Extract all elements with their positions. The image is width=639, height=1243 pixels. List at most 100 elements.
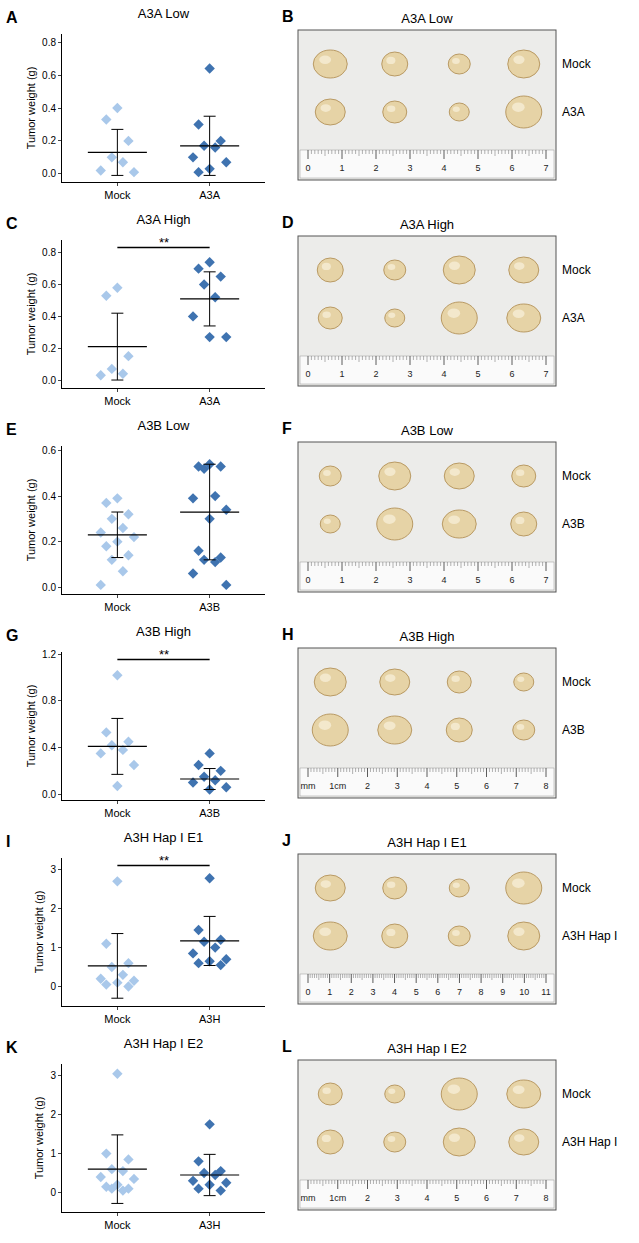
svg-text:11: 11 xyxy=(541,987,550,997)
svg-text:6: 6 xyxy=(509,163,514,173)
svg-text:A3A: A3A xyxy=(562,105,585,119)
svg-text:A3H Hap I E2: A3H Hap I E2 xyxy=(124,1036,204,1051)
svg-text:8: 8 xyxy=(543,1193,548,1203)
svg-text:1: 1 xyxy=(339,163,344,173)
svg-text:A3A: A3A xyxy=(562,311,585,325)
svg-text:A3A High: A3A High xyxy=(136,212,190,227)
svg-text:A3H: A3H xyxy=(199,1013,220,1025)
svg-text:A3B High: A3B High xyxy=(400,629,455,644)
svg-text:0.0: 0.0 xyxy=(42,789,56,800)
svg-text:A3A Low: A3A Low xyxy=(138,6,190,21)
svg-text:0.2: 0.2 xyxy=(42,343,56,354)
svg-text:2: 2 xyxy=(373,163,378,173)
svg-text:6: 6 xyxy=(484,1193,489,1203)
svg-text:mm: mm xyxy=(301,781,316,791)
svg-text:1: 1 xyxy=(50,1148,56,1159)
svg-text:mm: mm xyxy=(301,1193,316,1203)
svg-text:H: H xyxy=(282,626,294,643)
svg-text:9: 9 xyxy=(500,987,505,997)
svg-text:F: F xyxy=(282,420,292,437)
svg-text:4: 4 xyxy=(424,781,429,791)
svg-text:D: D xyxy=(282,214,294,231)
svg-text:A3H: A3H xyxy=(199,1219,220,1231)
svg-text:0.8: 0.8 xyxy=(42,247,56,258)
svg-text:Mock: Mock xyxy=(562,57,592,71)
svg-text:Mock: Mock xyxy=(562,469,592,483)
svg-text:7: 7 xyxy=(457,987,462,997)
svg-text:A3A: A3A xyxy=(199,189,220,201)
svg-text:1cm: 1cm xyxy=(329,1193,346,1203)
svg-text:Mock: Mock xyxy=(104,395,131,407)
svg-text:0.4: 0.4 xyxy=(42,491,56,502)
svg-text:0: 0 xyxy=(305,369,310,379)
svg-text:A3H Hap I: A3H Hap I xyxy=(562,929,617,943)
svg-text:**: ** xyxy=(159,853,169,868)
svg-text:Tumor weight (g): Tumor weight (g) xyxy=(25,685,37,768)
svg-text:6: 6 xyxy=(509,369,514,379)
svg-text:A3B Low: A3B Low xyxy=(401,423,454,438)
svg-text:2: 2 xyxy=(373,575,378,585)
svg-text:Mock: Mock xyxy=(562,881,592,895)
svg-text:Mock: Mock xyxy=(104,1013,131,1025)
svg-text:Tumor weight (g): Tumor weight (g) xyxy=(33,891,45,974)
svg-text:C: C xyxy=(6,215,18,232)
svg-text:3: 3 xyxy=(50,864,56,875)
svg-text:A3B: A3B xyxy=(199,601,220,613)
svg-text:A3B Low: A3B Low xyxy=(137,418,190,433)
svg-text:A3H Hap I E1: A3H Hap I E1 xyxy=(387,835,467,850)
svg-text:Mock: Mock xyxy=(562,263,592,277)
svg-text:G: G xyxy=(6,627,18,644)
svg-text:1cm: 1cm xyxy=(329,781,346,791)
svg-text:8: 8 xyxy=(543,781,548,791)
svg-text:Mock: Mock xyxy=(104,189,131,201)
svg-text:7: 7 xyxy=(514,1193,519,1203)
svg-text:7: 7 xyxy=(543,163,548,173)
svg-text:7: 7 xyxy=(543,369,548,379)
svg-text:A: A xyxy=(6,9,18,26)
svg-text:4: 4 xyxy=(392,987,397,997)
svg-text:3: 3 xyxy=(407,575,412,585)
svg-text:Mock: Mock xyxy=(562,675,592,689)
svg-text:4: 4 xyxy=(441,575,446,585)
svg-text:A3A: A3A xyxy=(199,395,220,407)
svg-text:2: 2 xyxy=(365,781,370,791)
svg-text:1: 1 xyxy=(339,369,344,379)
svg-text:3: 3 xyxy=(395,781,400,791)
svg-text:2: 2 xyxy=(349,987,354,997)
svg-text:7: 7 xyxy=(514,781,519,791)
svg-text:5: 5 xyxy=(414,987,419,997)
svg-text:A3H Hap I: A3H Hap I xyxy=(562,1135,617,1149)
svg-text:4: 4 xyxy=(441,369,446,379)
svg-text:Tumor weight (g): Tumor weight (g) xyxy=(25,479,37,562)
svg-text:E: E xyxy=(6,421,17,438)
svg-text:6: 6 xyxy=(484,781,489,791)
svg-text:5: 5 xyxy=(454,1193,459,1203)
svg-text:3: 3 xyxy=(370,987,375,997)
svg-text:1.2: 1.2 xyxy=(42,649,56,660)
svg-text:I: I xyxy=(6,833,10,850)
svg-text:0.2: 0.2 xyxy=(42,135,56,146)
svg-text:10: 10 xyxy=(519,987,529,997)
svg-text:3: 3 xyxy=(50,1070,56,1081)
svg-text:4: 4 xyxy=(424,1193,429,1203)
svg-text:L: L xyxy=(282,1038,292,1055)
svg-text:0.0: 0.0 xyxy=(42,375,56,386)
svg-text:**: ** xyxy=(159,235,169,250)
svg-text:0.0: 0.0 xyxy=(42,168,56,179)
svg-text:1: 1 xyxy=(50,942,56,953)
svg-text:Mock: Mock xyxy=(104,601,131,613)
svg-text:5: 5 xyxy=(475,163,480,173)
svg-text:0.6: 0.6 xyxy=(42,445,56,456)
svg-text:J: J xyxy=(282,832,291,849)
svg-text:0.8: 0.8 xyxy=(42,695,56,706)
svg-text:0: 0 xyxy=(305,575,310,585)
svg-text:0: 0 xyxy=(50,1187,56,1198)
svg-text:0.8: 0.8 xyxy=(42,37,56,48)
svg-text:3: 3 xyxy=(407,369,412,379)
svg-text:A3B: A3B xyxy=(199,807,220,819)
svg-text:A3H Hap I E2: A3H Hap I E2 xyxy=(387,1041,467,1056)
svg-text:0.4: 0.4 xyxy=(42,311,56,322)
svg-text:2: 2 xyxy=(365,1193,370,1203)
svg-text:1: 1 xyxy=(339,575,344,585)
svg-text:A3B: A3B xyxy=(562,723,585,737)
